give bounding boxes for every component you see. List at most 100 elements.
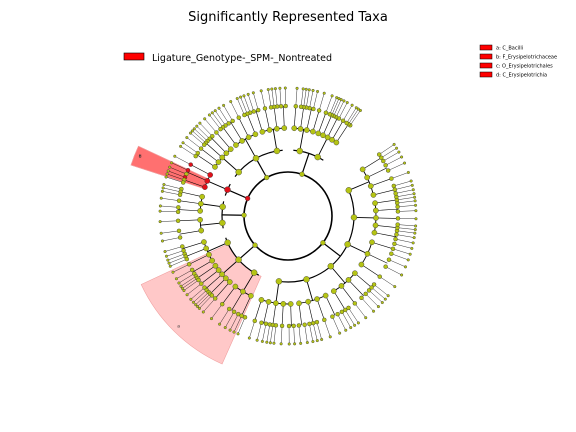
- genus-node: [410, 246, 414, 250]
- family-node: [196, 277, 201, 283]
- order-node: [199, 193, 205, 200]
- edge: [303, 89, 307, 108]
- genus-node: [191, 300, 195, 304]
- phylum-node: [252, 242, 258, 248]
- family-node: [199, 281, 204, 286]
- edge: [375, 199, 397, 204]
- genus-node: [330, 94, 334, 98]
- order-node: [364, 250, 371, 257]
- edge: [379, 276, 395, 287]
- edge: [391, 253, 409, 261]
- order-node: [333, 139, 340, 146]
- edge: [322, 242, 341, 257]
- genus-node: [164, 254, 168, 258]
- genus-node: [403, 265, 407, 269]
- edge: [350, 110, 361, 126]
- edge: [241, 295, 252, 316]
- family-node: [386, 257, 392, 262]
- genus-node: [409, 179, 413, 183]
- class-node: [224, 186, 231, 193]
- edge: [163, 184, 182, 190]
- edge: [201, 269, 219, 284]
- clade-letter-d: d: [139, 154, 142, 160]
- edge: [166, 250, 184, 257]
- phylum-node: [241, 212, 247, 218]
- edge: [266, 324, 270, 343]
- family-node: [283, 103, 288, 109]
- key-label-a: a: C_Bacilli: [496, 46, 523, 52]
- edge: [336, 123, 349, 143]
- genus-node: [190, 129, 194, 133]
- genus-node: [228, 328, 232, 332]
- family-node: [302, 322, 307, 327]
- edge: [330, 265, 346, 284]
- family-node: [227, 306, 232, 312]
- edge: [221, 259, 239, 275]
- class-node: [235, 168, 242, 176]
- genus-node: [344, 328, 348, 332]
- edge: [205, 274, 223, 290]
- genus-node: [397, 150, 401, 154]
- genus-node: [203, 117, 207, 121]
- order-node: [206, 251, 212, 258]
- edge: [207, 242, 228, 252]
- family-node: [189, 267, 195, 273]
- edge: [281, 303, 284, 326]
- genus-node: [395, 146, 399, 150]
- family-node: [256, 107, 261, 113]
- edge: [168, 170, 186, 178]
- order-node: [296, 300, 302, 307]
- genus-node: [400, 273, 404, 277]
- genus-node: [182, 289, 186, 293]
- genus-node: [251, 91, 255, 95]
- family-node: [218, 126, 223, 132]
- family-node: [181, 180, 186, 185]
- family-node: [252, 318, 257, 324]
- edge: [341, 311, 351, 328]
- genus-node: [356, 107, 360, 111]
- family-node: [210, 134, 215, 139]
- class-node: [344, 241, 351, 248]
- clade-key: a: C_Bacilli b: F_Erysipelotrichaceae c:…: [479, 44, 557, 79]
- genus-node: [158, 204, 162, 208]
- edge: [354, 303, 366, 318]
- order-node: [198, 227, 205, 234]
- edge: [179, 200, 201, 205]
- edge: [183, 179, 205, 188]
- edge: [167, 253, 185, 261]
- family-node: [390, 246, 396, 252]
- edge: [362, 157, 382, 170]
- family-node: [352, 301, 358, 306]
- family-node: [236, 115, 241, 120]
- genus-node: [174, 277, 178, 281]
- edge: [189, 254, 210, 265]
- clade-letter-c: c: [139, 155, 142, 160]
- order-node: [197, 217, 203, 223]
- order-node: [245, 134, 252, 141]
- edge: [195, 292, 209, 305]
- genus-node: [403, 161, 407, 165]
- legend-label: Ligature_Genotype-_SPM-_Nontreated: [152, 53, 332, 64]
- genus-node: [273, 87, 277, 91]
- edge: [160, 220, 179, 222]
- order-node: [212, 164, 218, 170]
- genus-node: [380, 301, 384, 305]
- family-node: [231, 309, 237, 315]
- edge: [397, 210, 416, 212]
- family-node: [389, 251, 394, 256]
- edge: [293, 106, 297, 129]
- family-node: [180, 244, 185, 249]
- edge: [221, 286, 236, 305]
- order-node: [371, 229, 378, 236]
- edge: [290, 303, 292, 326]
- edge: [178, 219, 201, 222]
- class-node: [314, 153, 321, 161]
- genus-node: [165, 172, 169, 176]
- family-node: [366, 288, 372, 293]
- key-swatch-b: [479, 53, 493, 60]
- genus-node: [354, 106, 358, 110]
- edge: [200, 148, 219, 163]
- genus-node: [163, 250, 167, 254]
- root-ring: [243, 171, 333, 261]
- family-node: [311, 106, 316, 112]
